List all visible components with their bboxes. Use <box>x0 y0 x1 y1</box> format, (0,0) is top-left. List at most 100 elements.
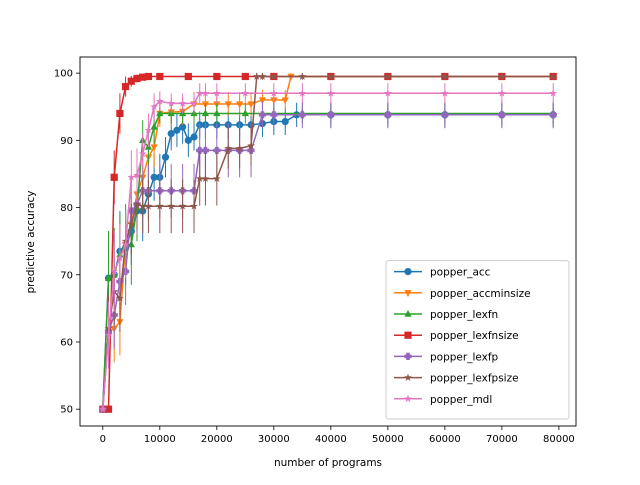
data-point <box>258 97 267 105</box>
x-tick-label: 40000 <box>315 434 347 445</box>
legend-item: popper_acc <box>394 267 491 279</box>
x-tick-label: 0 <box>100 434 106 445</box>
data-point <box>116 109 124 118</box>
y-tick-label: 90 <box>60 136 73 147</box>
data-point <box>326 89 335 97</box>
data-point <box>127 77 135 85</box>
data-point <box>150 102 159 111</box>
data-point <box>190 133 198 141</box>
legend-item: popper_mdl <box>394 394 492 406</box>
data-point <box>327 111 335 119</box>
data-point <box>549 89 558 97</box>
data-point <box>236 101 244 109</box>
data-point <box>326 72 335 80</box>
data-point <box>150 122 158 130</box>
legend-marker <box>404 290 412 297</box>
data-point <box>184 136 192 144</box>
legend-item: popper_lexfp <box>394 351 499 363</box>
data-point <box>156 109 164 117</box>
data-point <box>150 173 158 181</box>
data-point <box>383 72 392 80</box>
y-tick-label: 100 <box>54 69 73 80</box>
data-point <box>281 97 289 105</box>
data-point <box>196 146 204 155</box>
data-point <box>269 89 278 97</box>
data-point <box>190 202 198 210</box>
data-point <box>104 273 113 281</box>
x-tick-label: 10000 <box>144 434 176 445</box>
x-axis: 0 10000 20000 30000 40000 50000 60000 70000 8000… <box>100 426 575 445</box>
legend-label: popper_lexfp <box>430 351 499 363</box>
legend-item: popper_lexfnsize <box>394 330 519 342</box>
data-point <box>110 267 119 275</box>
legend-marker <box>404 394 412 403</box>
legend-label: popper_acc <box>430 267 491 279</box>
data-point <box>167 202 176 210</box>
data-point <box>179 123 187 131</box>
data-point <box>155 202 164 210</box>
x-tick-label: 30000 <box>258 434 290 445</box>
data-point <box>121 240 130 248</box>
data-point <box>258 72 267 80</box>
data-point <box>441 111 449 119</box>
data-point <box>144 202 153 210</box>
data-point <box>269 72 278 80</box>
data-point <box>98 405 107 413</box>
data-point <box>201 174 210 183</box>
data-point <box>241 109 249 117</box>
data-point <box>252 72 261 80</box>
data-point <box>258 111 267 119</box>
legend-item: popper_lexfn <box>394 309 498 321</box>
plot-frame <box>79 56 577 427</box>
data-point <box>213 146 221 155</box>
data-point <box>156 72 164 81</box>
legend-marker <box>404 352 412 360</box>
data-point <box>138 149 147 158</box>
series-popper_mdl <box>98 83 558 413</box>
data-point <box>195 89 204 97</box>
x-tick-label: 60000 <box>429 434 461 445</box>
data-point <box>115 253 124 262</box>
y-axis: 50 60 70 80 90 100 <box>54 69 80 416</box>
data-point <box>298 89 307 97</box>
legend-item: popper_accminsize <box>394 288 531 300</box>
data-point <box>167 130 175 138</box>
legend-marker <box>404 373 412 381</box>
legend-marker <box>404 309 412 317</box>
data-point <box>201 109 210 117</box>
data-point <box>161 153 170 161</box>
data-point <box>110 173 118 181</box>
data-point <box>167 99 176 107</box>
data-point <box>144 126 153 134</box>
data-point <box>549 111 557 119</box>
data-point <box>201 89 210 97</box>
legend-item: popper_lexfpsize <box>394 373 519 385</box>
x-tick-label: 70000 <box>486 434 518 445</box>
data-point <box>440 89 449 97</box>
y-axis-label: predictive accuracy <box>25 191 37 294</box>
x-tick-label: 80000 <box>543 434 575 445</box>
data-point <box>155 97 164 105</box>
y-tick-label: 70 <box>60 270 73 281</box>
legend-label: popper_lexfpsize <box>430 373 519 385</box>
y-tick-label: 50 <box>60 405 73 416</box>
data-point <box>133 200 141 208</box>
data-point <box>241 89 250 97</box>
data-point <box>133 74 141 83</box>
data-point <box>440 72 449 80</box>
x-tick-label: 20000 <box>201 434 233 445</box>
legend-marker <box>404 268 412 276</box>
data-point <box>384 111 392 119</box>
data-point <box>173 126 181 134</box>
y-tick-label: 60 <box>60 337 73 348</box>
data-point <box>383 89 392 97</box>
data-point <box>247 101 255 109</box>
legend-label: popper_accminsize <box>430 288 531 300</box>
series-line <box>102 75 554 410</box>
data-point <box>212 89 221 97</box>
legend-box <box>385 260 570 420</box>
data-point <box>138 202 147 210</box>
data-point <box>150 144 158 152</box>
data-point <box>127 173 136 181</box>
